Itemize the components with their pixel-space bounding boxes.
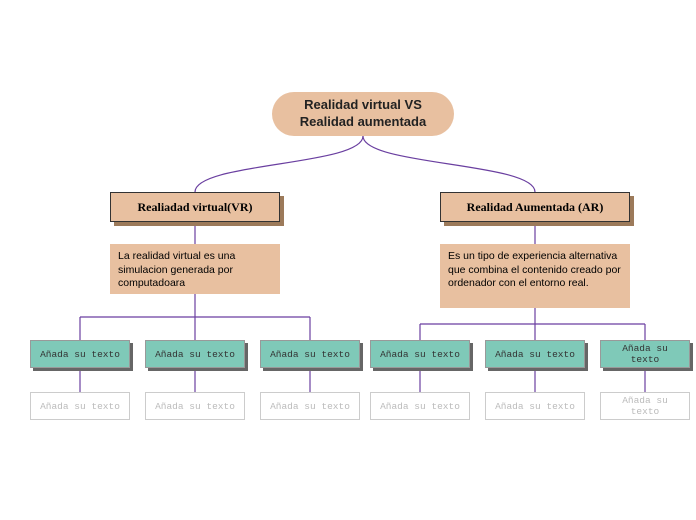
leaf-ar-2-b: Añada su texto bbox=[600, 392, 690, 420]
leaf-ar-0-b: Añada su texto bbox=[370, 392, 470, 420]
leaf-ar-1-a: Añada su texto bbox=[485, 340, 585, 368]
leaf-ar-1-b: Añada su texto bbox=[485, 392, 585, 420]
leaf-ar-0-a: Añada su texto bbox=[370, 340, 470, 368]
leaf-vr-1-b: Añada su texto bbox=[145, 392, 245, 420]
leaf-vr-2-a: Añada su texto bbox=[260, 340, 360, 368]
leaf-vr-0-b: Añada su texto bbox=[30, 392, 130, 420]
desc-vr: La realidad virtual es una simulacion ge… bbox=[110, 244, 280, 294]
branch-ar: Realidad Aumentada (AR) bbox=[440, 192, 630, 222]
desc-ar: Es un tipo de experiencia alternativa qu… bbox=[440, 244, 630, 308]
leaf-vr-1-a: Añada su texto bbox=[145, 340, 245, 368]
leaf-vr-2-b: Añada su texto bbox=[260, 392, 360, 420]
branch-vr: Realiadad virtual(VR) bbox=[110, 192, 280, 222]
root-node: Realidad virtual VSRealidad aumentada bbox=[272, 92, 454, 136]
leaf-ar-2-a: Añada su texto bbox=[600, 340, 690, 368]
leaf-vr-0-a: Añada su texto bbox=[30, 340, 130, 368]
